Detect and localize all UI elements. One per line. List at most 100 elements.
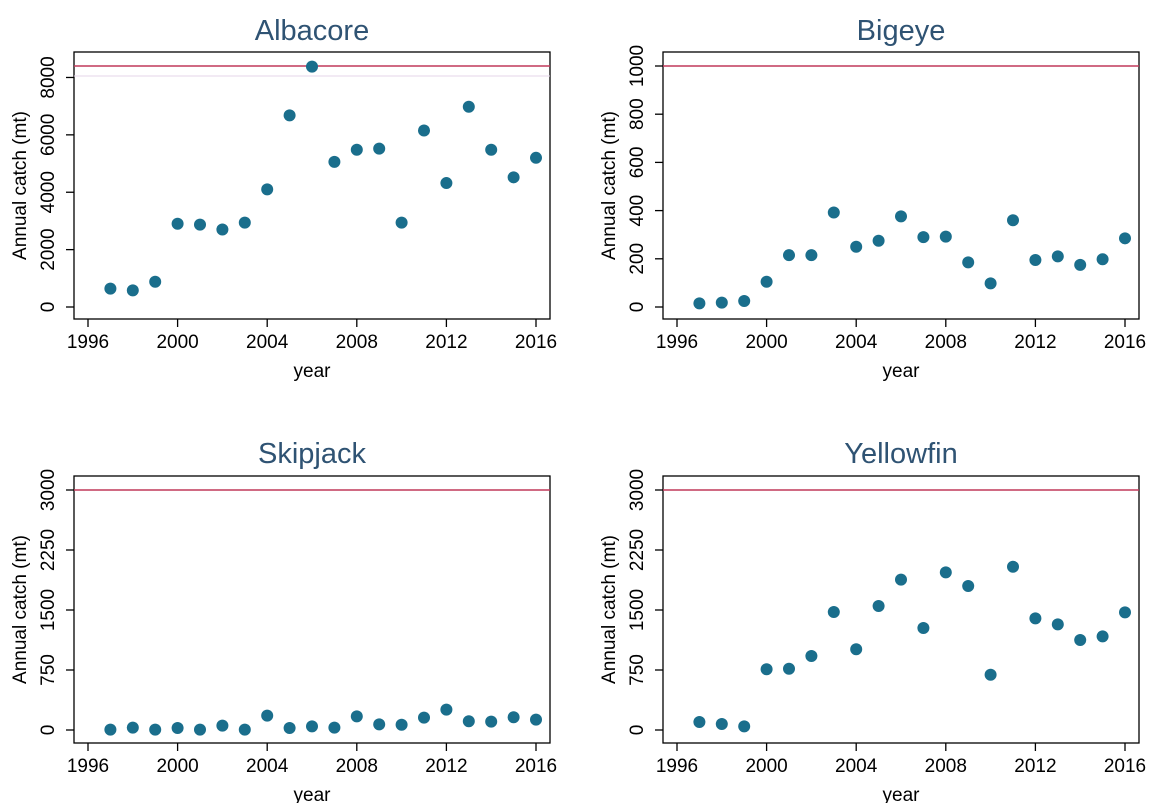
- data-point: [194, 218, 206, 231]
- data-point: [805, 249, 818, 262]
- data-point: [827, 606, 840, 618]
- data-point: [261, 709, 274, 722]
- data-point: [738, 720, 751, 733]
- x-tick-label: 2012: [425, 756, 467, 777]
- data-point: [1074, 634, 1087, 646]
- data-point: [104, 282, 117, 295]
- data-point: [850, 643, 863, 656]
- data-point: [507, 171, 520, 184]
- x-tick-label: 2004: [246, 332, 289, 353]
- panel-skipjack: Skipjack 1996 2000 2004 2008 2012 2016 year 0 750…: [10, 438, 557, 803]
- data-point: [715, 718, 728, 730]
- panel-yellowfin: Yellowfin 1996 2000 2004 2008 2012 2016 year 0 75…: [599, 438, 1146, 803]
- x-tick-label: 2012: [1014, 756, 1056, 777]
- data-point: [350, 710, 363, 723]
- data-point: [962, 256, 975, 269]
- plot-frame: [73, 475, 551, 744]
- data-point: [328, 155, 341, 168]
- data-point: [1029, 612, 1042, 625]
- y-axis-label: Annual catch (mt): [10, 111, 31, 260]
- data-point: [261, 183, 274, 196]
- x-axis-label: year: [883, 361, 921, 382]
- data-point: [693, 716, 706, 728]
- data-point: [1096, 253, 1109, 266]
- x-tick-label: 2000: [745, 756, 787, 777]
- y-axis-label: Annual catch (mt): [599, 535, 620, 684]
- data-point: [395, 718, 408, 731]
- y-tick-label: 750: [627, 654, 648, 686]
- data-point: [872, 600, 885, 612]
- data-point: [418, 124, 430, 137]
- data-point: [328, 721, 341, 734]
- x-tick-label: 2008: [925, 756, 967, 777]
- data-point: [1051, 618, 1064, 631]
- data-point: [984, 668, 997, 681]
- data-point: [895, 210, 907, 223]
- y-tick-label: 600: [627, 147, 648, 179]
- y-tick-label: 1500: [627, 589, 648, 631]
- data-point: [917, 231, 930, 244]
- y-tick-label: 0: [627, 725, 648, 736]
- y-tick-label: 0: [38, 725, 59, 736]
- plot-frame: [73, 51, 551, 320]
- data-point: [194, 723, 206, 736]
- x-tick-label: 2016: [1104, 756, 1146, 777]
- y-tick-label: 200: [627, 243, 648, 275]
- x-tick-label: 2012: [425, 332, 467, 353]
- data-point: [530, 151, 542, 164]
- x-tick-label: 1996: [656, 756, 698, 777]
- data-point: [805, 650, 818, 662]
- data-point: [1096, 630, 1109, 643]
- data-point: [760, 275, 773, 288]
- y-tick-label: 1500: [38, 589, 59, 631]
- x-tick-label: 2008: [925, 332, 967, 353]
- data-point: [126, 721, 139, 734]
- data-point: [216, 719, 229, 732]
- y-tick-label: 8000: [38, 56, 59, 98]
- x-tick-label: 2008: [336, 332, 378, 353]
- y-axis-label: Annual catch (mt): [10, 535, 31, 684]
- data-point: [850, 240, 863, 253]
- data-point: [104, 723, 117, 736]
- data-point: [1051, 250, 1064, 263]
- panel-title: Bigeye: [857, 15, 946, 47]
- x-tick-label: 2004: [246, 756, 289, 777]
- data-point: [440, 177, 453, 190]
- x-tick-label: 2004: [835, 756, 878, 777]
- panel-title: Albacore: [255, 15, 369, 47]
- data-point: [462, 100, 475, 113]
- y-axis-label: Annual catch (mt): [599, 111, 620, 260]
- data-point: [238, 216, 251, 229]
- data-point: [440, 703, 453, 716]
- y-tick-label: 3000: [627, 469, 648, 511]
- y-tick-label: 750: [38, 654, 59, 686]
- data-point: [962, 580, 975, 592]
- data-point: [462, 715, 475, 728]
- data-point: [872, 234, 885, 247]
- y-tick-label: 1000: [627, 45, 648, 87]
- data-point: [738, 294, 751, 307]
- data-point: [1007, 560, 1019, 573]
- x-axis-label: year: [294, 785, 332, 803]
- data-point: [306, 720, 318, 733]
- x-tick-label: 2008: [336, 756, 378, 777]
- panel-bigeye: Bigeye 1996 2000 2004 2008 2012 2016 year 0 200 40…: [599, 15, 1146, 382]
- y-tick-label: 400: [627, 195, 648, 227]
- panel-albacore: Albacore 1996 2000 2004 2008 2012 2016 year 0 200…: [10, 15, 557, 382]
- x-tick-label: 1996: [67, 756, 109, 777]
- data-point: [1029, 254, 1042, 267]
- data-point: [1119, 232, 1131, 245]
- data-point: [939, 230, 952, 243]
- x-tick-label: 2012: [1014, 332, 1056, 353]
- data-point: [917, 622, 930, 634]
- x-tick-label: 2004: [835, 332, 878, 353]
- x-tick-label: 2000: [745, 332, 787, 353]
- y-tick-label: 800: [627, 98, 648, 130]
- plot-frame: [662, 475, 1140, 744]
- y-tick-label: 4000: [38, 171, 59, 213]
- data-point: [485, 715, 498, 728]
- data-point: [126, 284, 139, 297]
- x-tick-label: 2016: [1104, 332, 1146, 353]
- y-tick-label: 2250: [627, 529, 648, 571]
